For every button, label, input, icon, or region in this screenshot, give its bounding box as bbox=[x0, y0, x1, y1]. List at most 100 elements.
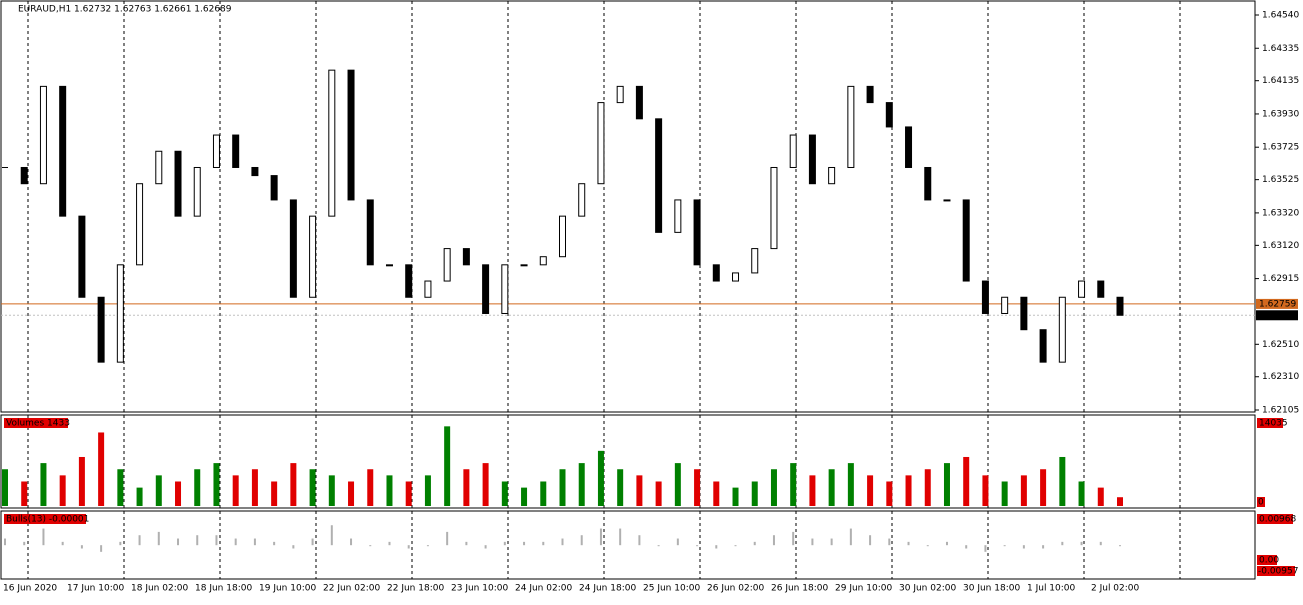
candle bbox=[559, 215, 566, 258]
volume-bar bbox=[444, 426, 451, 506]
volume-label: Volumes 1433 bbox=[6, 419, 70, 429]
volume-bar bbox=[674, 463, 681, 506]
volume-bar bbox=[405, 481, 412, 506]
candle bbox=[136, 183, 144, 266]
x-label: 26 Jun 18:00 bbox=[771, 584, 828, 594]
volume-bar bbox=[232, 475, 239, 506]
volume-bar bbox=[963, 456, 970, 506]
bulls-bar bbox=[157, 531, 160, 546]
x-label: 23 Jun 10:00 bbox=[451, 584, 508, 594]
bulls-bar bbox=[1080, 541, 1083, 546]
x-label: 22 Jun 02:00 bbox=[323, 584, 380, 594]
candle bbox=[885, 102, 893, 128]
y-tick-label: 1.62915 bbox=[1262, 274, 1299, 284]
volume-bar bbox=[1040, 469, 1047, 506]
candle bbox=[693, 199, 701, 266]
bulls-bar bbox=[23, 541, 26, 546]
volume-bar bbox=[21, 481, 28, 506]
bulls-bar bbox=[100, 545, 103, 552]
x-label: 22 Jun 18:00 bbox=[387, 584, 444, 594]
y-tick-label: 1.64335 bbox=[1262, 44, 1299, 54]
x-label: 25 Jun 10:00 bbox=[643, 584, 700, 594]
volume-bar bbox=[790, 463, 797, 506]
y-tick-label: 1.62310 bbox=[1262, 372, 1299, 382]
candle bbox=[712, 264, 720, 282]
bulls-bar bbox=[753, 541, 756, 546]
volume-bar bbox=[770, 469, 777, 506]
bulls-bar bbox=[273, 541, 276, 546]
volume-bar bbox=[867, 475, 874, 506]
bulls-bar bbox=[888, 538, 891, 546]
volume-bar bbox=[1059, 456, 1066, 506]
x-label: 16 Jun 2020 bbox=[3, 584, 57, 594]
volume-bar bbox=[136, 487, 143, 506]
volume-bar bbox=[1020, 475, 1027, 506]
bulls-bar bbox=[465, 541, 468, 546]
bulls-bar bbox=[484, 545, 487, 549]
candle bbox=[597, 102, 605, 185]
candle bbox=[212, 134, 220, 168]
bulls-bar bbox=[1061, 541, 1064, 546]
candle bbox=[616, 85, 624, 104]
volume-bar bbox=[540, 481, 547, 506]
candle bbox=[482, 264, 490, 314]
volume-bar bbox=[943, 463, 950, 506]
volume-bar bbox=[309, 469, 316, 506]
y-tick-label: 1.63725 bbox=[1262, 143, 1299, 153]
bulls-bar bbox=[234, 538, 237, 546]
volume-bar bbox=[251, 469, 258, 506]
candle bbox=[1078, 280, 1086, 298]
volume-bar bbox=[290, 463, 297, 506]
volume-bar bbox=[40, 463, 47, 506]
candle bbox=[116, 264, 124, 363]
volume-min: 0 bbox=[1258, 498, 1264, 508]
bulls-bar bbox=[407, 545, 410, 549]
candle bbox=[520, 264, 528, 267]
bulls-bar bbox=[945, 541, 948, 546]
bid-label-bg bbox=[1256, 310, 1298, 321]
candle bbox=[539, 256, 547, 266]
bulls-bar bbox=[61, 541, 64, 546]
volume-bar bbox=[982, 475, 989, 506]
bulls-bar bbox=[177, 538, 180, 546]
x-label: 24 Jun 18:00 bbox=[579, 584, 636, 594]
volume-bar bbox=[578, 463, 585, 506]
candle bbox=[232, 134, 240, 168]
bulls-bar bbox=[292, 545, 295, 549]
bulls-min: -0.00957 bbox=[1258, 567, 1298, 577]
bulls-bar bbox=[253, 538, 256, 546]
candle bbox=[847, 85, 855, 168]
volume-bar bbox=[809, 475, 816, 506]
candle bbox=[674, 199, 682, 233]
candle bbox=[981, 280, 989, 314]
bulls-bar bbox=[1003, 545, 1006, 547]
bulls-bar bbox=[676, 538, 679, 546]
bulls-bar bbox=[426, 545, 429, 547]
bulls-bar bbox=[369, 545, 372, 547]
volume-bar bbox=[2, 469, 8, 506]
bulls-bar bbox=[965, 545, 968, 549]
bulls-bar bbox=[869, 535, 872, 546]
candle bbox=[155, 150, 163, 185]
x-label: 17 Jun 10:00 bbox=[67, 584, 124, 594]
volume-max: 14035 bbox=[1259, 419, 1288, 429]
x-label: 29 Jun 10:00 bbox=[835, 584, 892, 594]
bulls-bar bbox=[388, 541, 391, 546]
candle bbox=[770, 166, 778, 250]
candle bbox=[347, 69, 355, 201]
candle bbox=[20, 166, 28, 185]
volume-max-bg bbox=[1257, 418, 1283, 428]
x-label: 18 Jun 18:00 bbox=[195, 584, 252, 594]
y-tick-label: 1.62510 bbox=[1262, 340, 1299, 350]
bulls-bar bbox=[772, 535, 775, 546]
candle bbox=[39, 85, 47, 185]
volume-bar bbox=[175, 481, 182, 506]
volume-bar bbox=[732, 487, 739, 506]
volume-bar bbox=[1097, 487, 1104, 506]
bulls-label-bg bbox=[4, 514, 86, 524]
bulls-bar bbox=[80, 545, 83, 549]
candle bbox=[385, 264, 393, 267]
volume-bar bbox=[886, 481, 893, 506]
candle bbox=[309, 215, 317, 298]
